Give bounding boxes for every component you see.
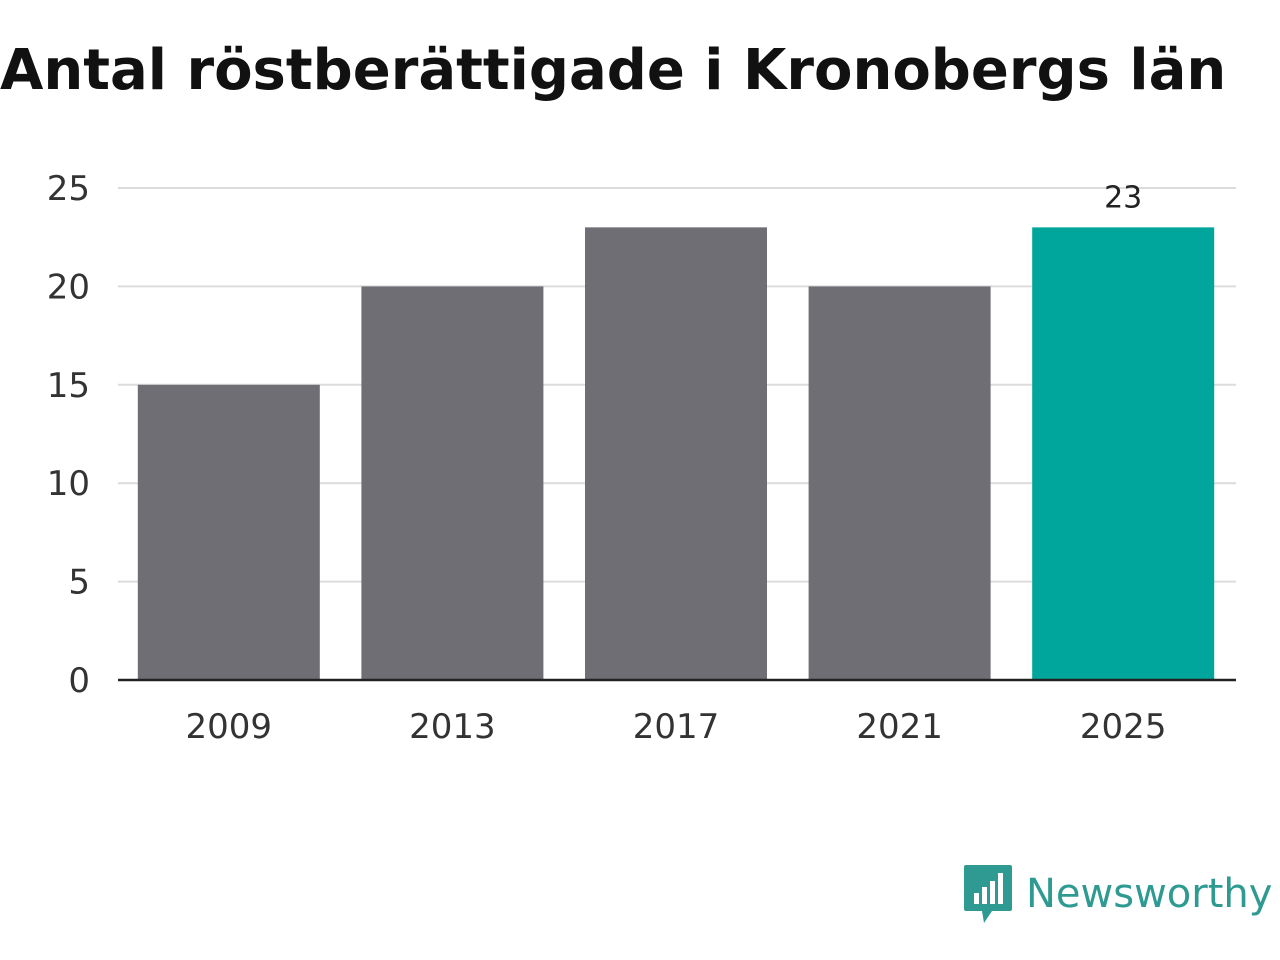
x-tick-label: 2025 bbox=[1080, 707, 1167, 747]
bar-2009 bbox=[137, 384, 320, 680]
chart-title: Antal röstberättigade i Kronobergs län bbox=[0, 38, 1227, 103]
bar-2013 bbox=[361, 286, 544, 680]
y-tick-label: 25 bbox=[47, 169, 90, 209]
brand-logo: Newsworthy bbox=[962, 862, 1272, 926]
brand-name: Newsworthy bbox=[1026, 871, 1273, 917]
x-tick-label: 2021 bbox=[856, 707, 943, 747]
bar-2017 bbox=[585, 227, 767, 681]
bar-2021 bbox=[808, 286, 991, 680]
y-tick-label: 10 bbox=[47, 464, 90, 504]
y-tick-label: 5 bbox=[68, 563, 90, 603]
bars bbox=[137, 227, 1215, 681]
y-tick-label: 20 bbox=[47, 267, 90, 307]
newsworthy-logo-icon bbox=[964, 865, 1012, 923]
bar-2025 bbox=[1032, 227, 1215, 681]
x-tick-label: 2017 bbox=[633, 707, 720, 747]
x-tick-label: 2013 bbox=[409, 707, 496, 747]
y-tick-label: 15 bbox=[47, 366, 90, 406]
data-label: 23 bbox=[1104, 180, 1142, 215]
x-tick-label: 2009 bbox=[186, 707, 273, 747]
y-tick-label: 0 bbox=[68, 661, 90, 701]
